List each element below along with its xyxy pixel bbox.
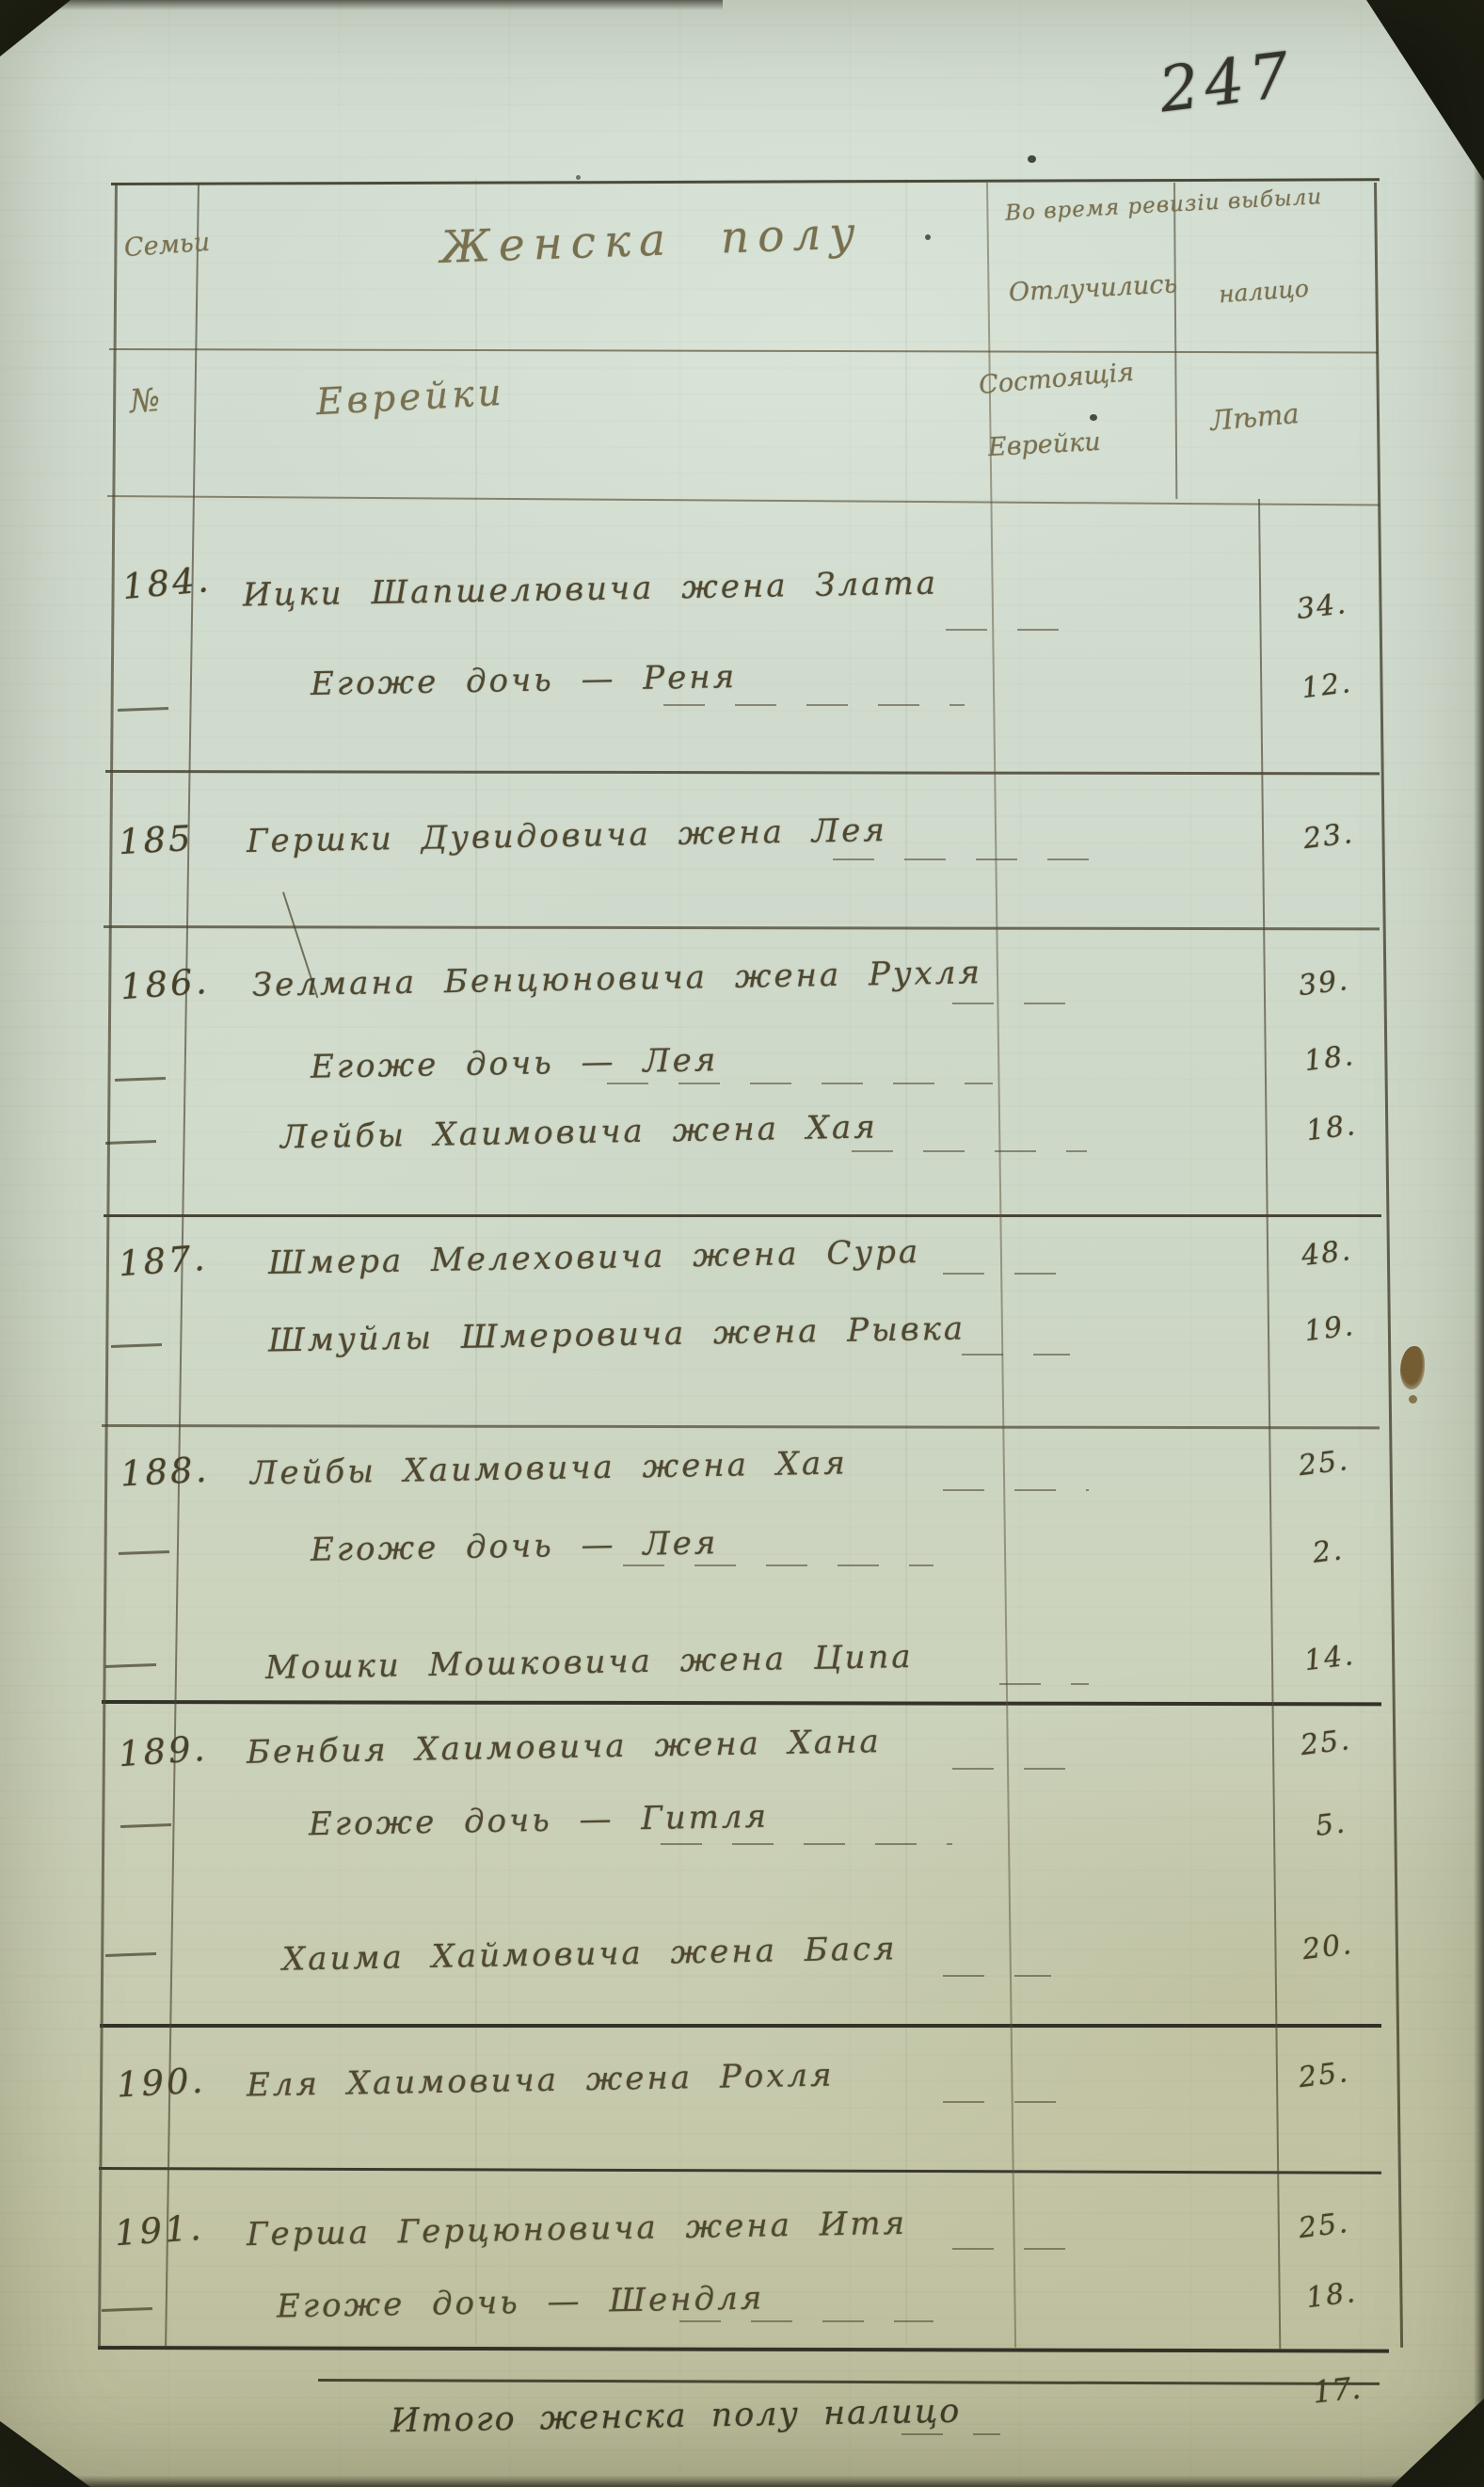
paper-crease <box>475 179 477 2344</box>
handwritten-dash-stroke <box>952 2248 1089 2251</box>
person-name: Егоже дочь — Гитля <box>308 1797 770 1844</box>
person-age: 39. <box>1297 963 1351 1003</box>
handwritten-dash-stroke <box>679 2320 933 2323</box>
paper-crease <box>905 179 907 2344</box>
handwritten-dash-stroke <box>607 1083 993 1085</box>
page-edge-right-strip <box>1474 0 1484 2487</box>
paper-speck <box>1028 155 1036 163</box>
footer-flourish-stroke <box>902 2433 1000 2436</box>
table-rule-horizontal <box>100 2024 1381 2028</box>
handwritten-dash-stroke <box>999 1683 1089 1686</box>
family-number: 191. <box>113 2206 205 2254</box>
handwritten-dash-stroke <box>943 2101 1070 2104</box>
ink-stain <box>1400 1346 1425 1389</box>
handwritten-dash-stroke <box>943 1273 1061 1276</box>
person-age: 20. <box>1300 1927 1355 1967</box>
handwritten-dash-stroke <box>952 1003 1079 1005</box>
paper-speck <box>925 234 931 240</box>
family-number: 185 <box>117 817 195 863</box>
handwritten-dash-stroke <box>952 1768 1089 1771</box>
person-age: 25. <box>1297 2055 1351 2095</box>
person-name: Егоже дочь — Лея <box>310 1524 719 1569</box>
family-number: 186. <box>119 960 211 1008</box>
person-age: 25. <box>1297 2206 1351 2246</box>
person-age: 18. <box>1304 1108 1359 1148</box>
person-age: 2. <box>1310 1533 1346 1570</box>
person-age: 34. <box>1295 586 1349 627</box>
family-number: 189. <box>117 1727 209 1775</box>
header-family-label: Семьи <box>123 227 212 264</box>
person-age: 19. <box>1302 1308 1357 1349</box>
person-age: 12. <box>1300 666 1354 706</box>
handwritten-dash-stroke <box>852 1150 1087 1153</box>
family-number: 188. <box>119 1449 211 1495</box>
ink-stain-dot <box>1409 1395 1417 1404</box>
handwritten-dash-stroke <box>962 1354 1070 1356</box>
person-name: Егоже дочь — Реня <box>310 658 738 703</box>
family-number: 184. <box>120 558 214 608</box>
header-number-label: № <box>128 380 162 422</box>
family-number: 187. <box>117 1237 209 1285</box>
paper-speck <box>576 175 581 180</box>
handwritten-dash-stroke <box>623 1564 933 1567</box>
person-age: 18. <box>1304 2275 1359 2316</box>
handwritten-dash-stroke <box>943 1975 1051 1978</box>
paper-speck <box>1090 414 1097 421</box>
page-number: 247 <box>1155 38 1300 127</box>
footer-total-value: 17. <box>1311 2369 1363 2411</box>
family-number: 190. <box>115 2060 207 2106</box>
person-age: 23. <box>1301 816 1356 857</box>
handwritten-dash-stroke <box>943 1489 1089 1492</box>
header-remaining-label-line2: Еврейки <box>987 426 1102 463</box>
person-age: 18. <box>1302 1038 1357 1079</box>
handwritten-dash-stroke <box>946 629 1082 632</box>
page-edge-bottom-strip <box>0 2476 1484 2487</box>
person-age: 25. <box>1297 1443 1351 1484</box>
handwritten-dash-stroke <box>661 1843 952 1846</box>
page-edge-top-smear <box>55 0 723 10</box>
handwritten-dash-stroke <box>663 704 965 707</box>
person-age: 5. <box>1313 1806 1348 1843</box>
handwritten-dash-stroke <box>833 858 1106 861</box>
person-age: 14. <box>1302 1638 1357 1678</box>
table-rule-horizontal <box>104 1214 1381 1217</box>
person-age: 48. <box>1300 1233 1354 1274</box>
person-name: Егоже дочь — Лея <box>310 1041 719 1086</box>
person-age: 25. <box>1299 1723 1353 1763</box>
